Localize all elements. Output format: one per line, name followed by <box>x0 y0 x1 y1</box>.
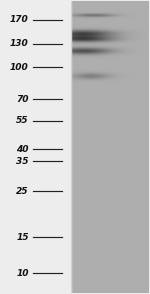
Text: 70: 70 <box>16 95 29 103</box>
Text: 15: 15 <box>16 233 29 241</box>
Text: 170: 170 <box>10 15 29 24</box>
Text: 55: 55 <box>16 116 29 125</box>
Bar <box>1 1 70 293</box>
Text: 100: 100 <box>10 63 29 72</box>
Text: 10: 10 <box>16 269 29 278</box>
Text: 35: 35 <box>16 157 29 166</box>
Text: 130: 130 <box>10 39 29 48</box>
Text: 40: 40 <box>16 145 29 154</box>
Text: 25: 25 <box>16 187 29 196</box>
